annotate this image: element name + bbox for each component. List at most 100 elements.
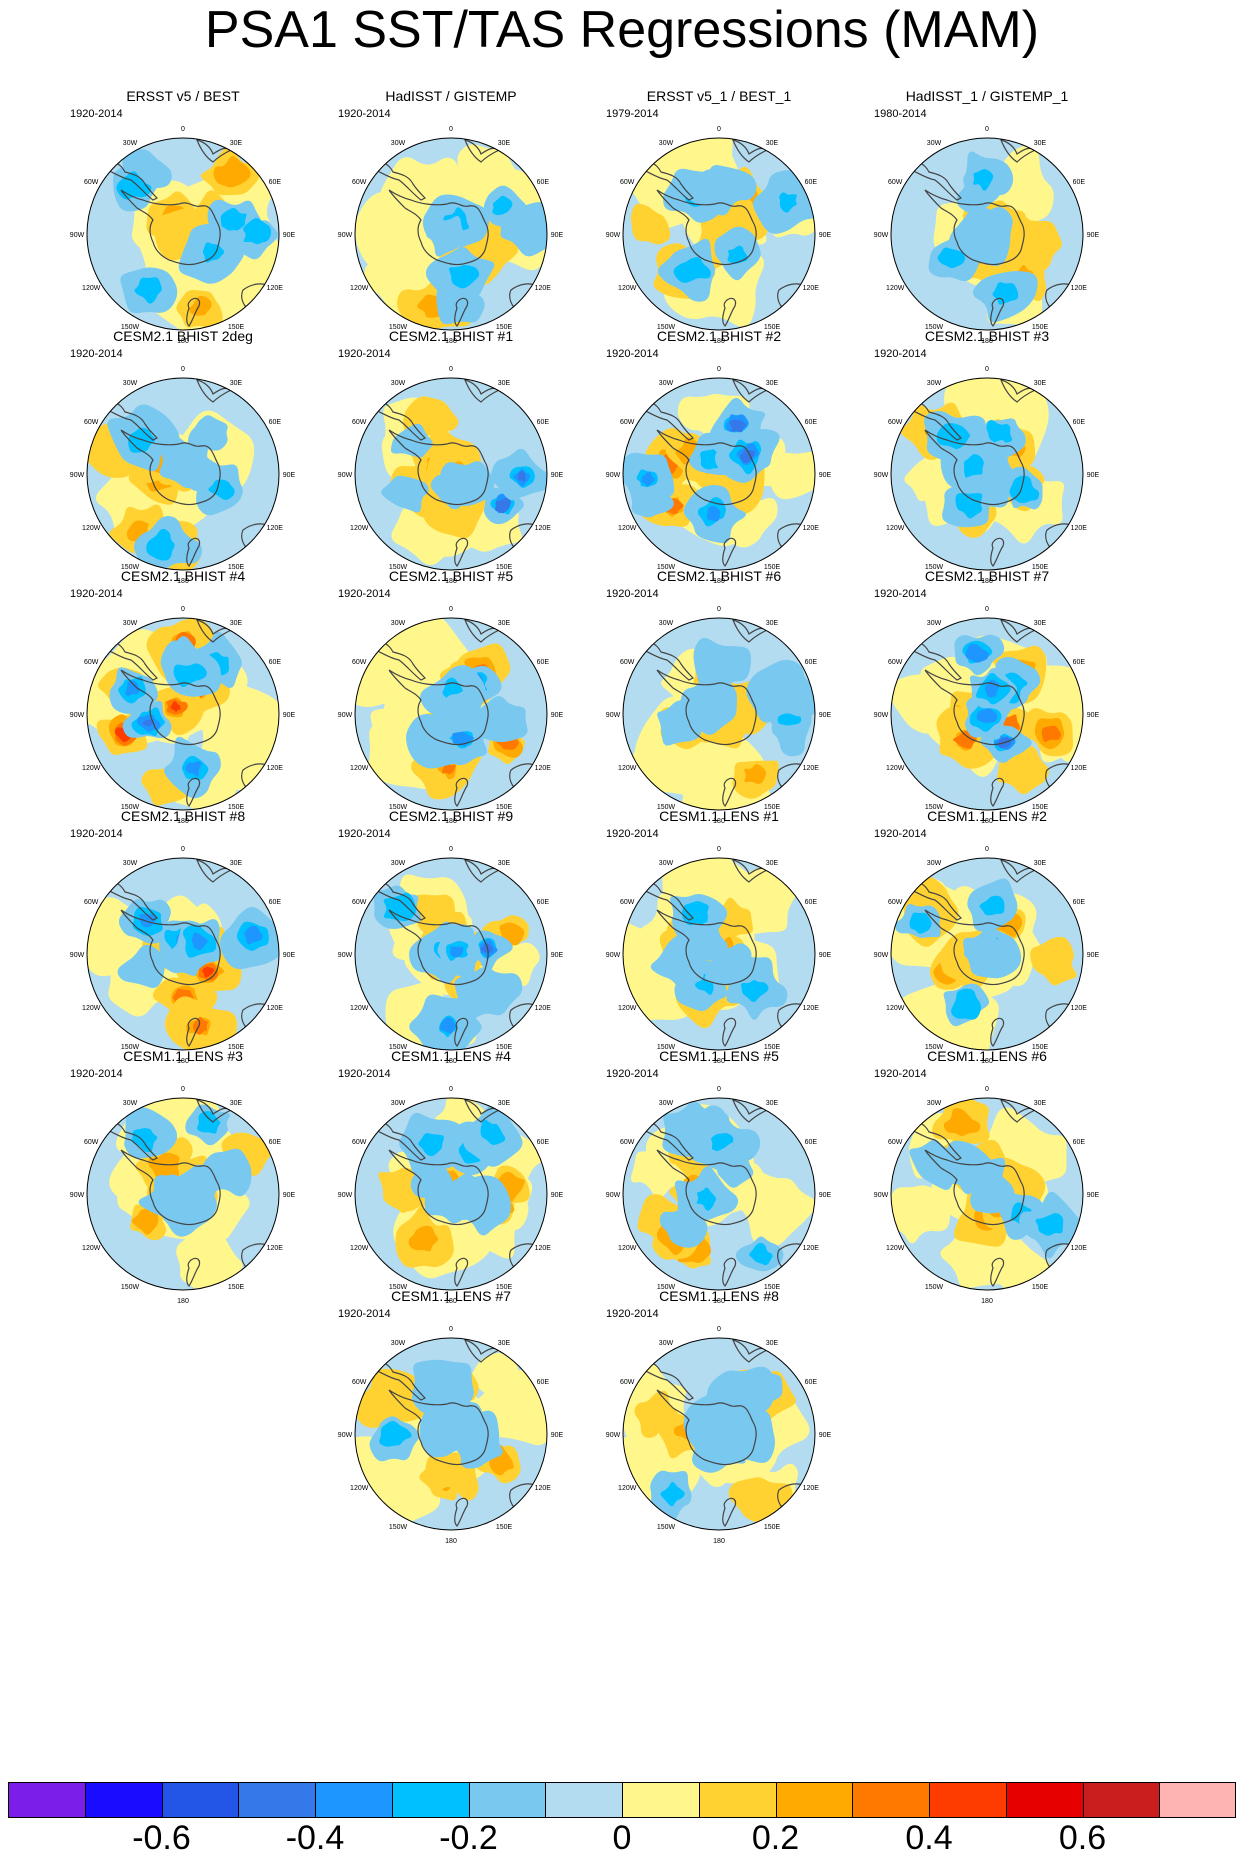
new-zealand-coast (454, 1017, 469, 1047)
longitude-label: 90E (283, 472, 296, 479)
longitude-label: 120W (350, 285, 369, 292)
panel-period: 1920-2014 (70, 1068, 123, 1080)
longitude-label: 180 (445, 338, 457, 345)
longitude-label: 180 (445, 1538, 457, 1545)
panel-period: 1980-2014 (874, 108, 927, 120)
panel-period: 1920-2014 (874, 1068, 927, 1080)
anomaly-contour (492, 195, 513, 216)
south-america-coast (370, 640, 427, 681)
colorbar-tick-label: 0 (612, 1819, 632, 1857)
longitude-label: 30E (1034, 620, 1047, 627)
longitude-label: 0 (449, 606, 453, 613)
panel-period: 1920-2014 (874, 588, 927, 600)
anomaly-contour (701, 164, 757, 216)
longitude-label: 60E (537, 659, 550, 666)
map-panel: 0 30E 60E 90E 120E 150E 180 150W 120W 90W 60W 30W CE… (588, 808, 850, 1078)
polar-stereographic-map: 0 30E 60E 90E 120E 150E 180 150W 120W 90W 60W 30W (338, 126, 564, 345)
anomaly-contour (208, 479, 235, 500)
new-zealand-coast (722, 777, 737, 807)
longitude-label: 90E (1087, 952, 1100, 959)
longitude-label: 90E (283, 232, 296, 239)
longitude-label: 90E (1087, 1192, 1100, 1199)
longitude-label: 180 (177, 1298, 189, 1305)
longitude-label: 90E (1087, 712, 1100, 719)
anomaly-contour (973, 169, 994, 191)
anomaly-contour (641, 471, 655, 487)
antarctica-coast (924, 1149, 1025, 1226)
longitude-label: 120W (618, 285, 637, 292)
anomaly-contour (243, 218, 272, 245)
longitude-label: 120W (350, 1245, 369, 1252)
south-america-coast (906, 1120, 963, 1161)
panel-title: ERSST v5 / BEST (126, 88, 240, 104)
longitude-label: 120E (267, 765, 284, 772)
longitude-label: 180 (177, 1058, 189, 1065)
new-zealand-coast (186, 537, 201, 567)
colorbar-tick-label: -0.2 (439, 1819, 498, 1857)
south-america-coast (370, 880, 427, 921)
south-america-coast (102, 160, 159, 201)
colorbar-divider (468, 1782, 470, 1818)
longitude-label: 30W (659, 860, 674, 867)
panel-period: 1920-2014 (338, 108, 391, 120)
south-america-coast (906, 160, 963, 201)
antarctica-coast (388, 909, 489, 986)
longitude-label: 150W (389, 1044, 408, 1051)
longitude-label: 30W (123, 1100, 138, 1107)
new-zealand-coast (454, 297, 469, 327)
longitude-label: 90W (70, 232, 85, 239)
longitude-label: 180 (445, 1058, 457, 1065)
longitude-label: 30W (391, 380, 406, 387)
longitude-label: 150E (764, 564, 781, 571)
colorbar-swatch (315, 1782, 392, 1818)
longitude-label: 150E (496, 324, 513, 331)
map-panel: 0 30E 60E 90E 120E 150E 180 150W 120W 90W 60W 30W CE… (52, 328, 314, 598)
map-panel: 0 30E 60E 90E 120E 150E 180 150W 120W 90W 60W 30W CE… (856, 568, 1118, 838)
panel-period: 1920-2014 (70, 108, 123, 120)
antarctica-coast (388, 429, 489, 506)
longitude-label: 120E (1071, 765, 1088, 772)
longitude-label: 60W (84, 1139, 99, 1146)
longitude-label: 150W (925, 1044, 944, 1051)
anomaly-contour (185, 760, 202, 777)
longitude-label: 30E (498, 860, 511, 867)
map-boundary (354, 617, 548, 811)
map-boundary (622, 857, 816, 1051)
map-boundary (86, 137, 280, 331)
longitude-label: 120W (886, 765, 905, 772)
map-boundary (86, 1097, 280, 1291)
longitude-label: 150E (496, 1284, 513, 1291)
anomaly-contour (660, 1481, 685, 1507)
anomaly-contour (979, 895, 1005, 916)
map-panel: 0 30E 60E 90E 120E 150E 180 150W 120W 90W 60W 30W CE… (320, 1048, 582, 1318)
longitude-label: 180 (981, 1058, 993, 1065)
longitude-label: 90W (70, 1192, 85, 1199)
new-zealand-coast (990, 297, 1005, 327)
map-panel: 0 30E 60E 90E 120E 150E 180 150W 120W 90W 60W 30W CE… (856, 1048, 1118, 1318)
longitude-label: 90W (606, 952, 621, 959)
new-zealand-coast (722, 537, 737, 567)
panel-title: CESM1.1 LENS #2 (927, 808, 1047, 824)
longitude-label: 60E (269, 659, 282, 666)
longitude-label: 150W (121, 1284, 140, 1291)
colorbar (8, 1782, 1236, 1818)
longitude-label: 150E (496, 804, 513, 811)
longitude-label: 120W (350, 1005, 369, 1012)
longitude-label: 180 (177, 338, 189, 345)
panel-title: CESM2.1 BHIST #7 (924, 568, 1050, 584)
antarctica-coast (388, 1149, 489, 1226)
anomaly-contour (434, 1392, 482, 1434)
anomaly-contour (381, 475, 429, 513)
polar-stereographic-map: 0 30E 60E 90E 120E 150E 180 150W 120W 90W 60W 30W (606, 1086, 832, 1305)
longitude-label: 150W (121, 804, 140, 811)
panel-period: 1920-2014 (338, 348, 391, 360)
longitude-label: 30E (1034, 1100, 1047, 1107)
map-panel: 0 30E 60E 90E 120E 150E 180 150W 120W 90W 60W 30W CE… (320, 808, 582, 1078)
colorbar-divider (315, 1782, 316, 1818)
map-boundary (354, 137, 548, 331)
anomaly-contour (956, 207, 1002, 250)
south-america-coast (370, 160, 427, 201)
longitude-label: 60W (888, 179, 903, 186)
longitude-label: 90E (819, 472, 832, 479)
anomaly-contour (630, 203, 671, 245)
